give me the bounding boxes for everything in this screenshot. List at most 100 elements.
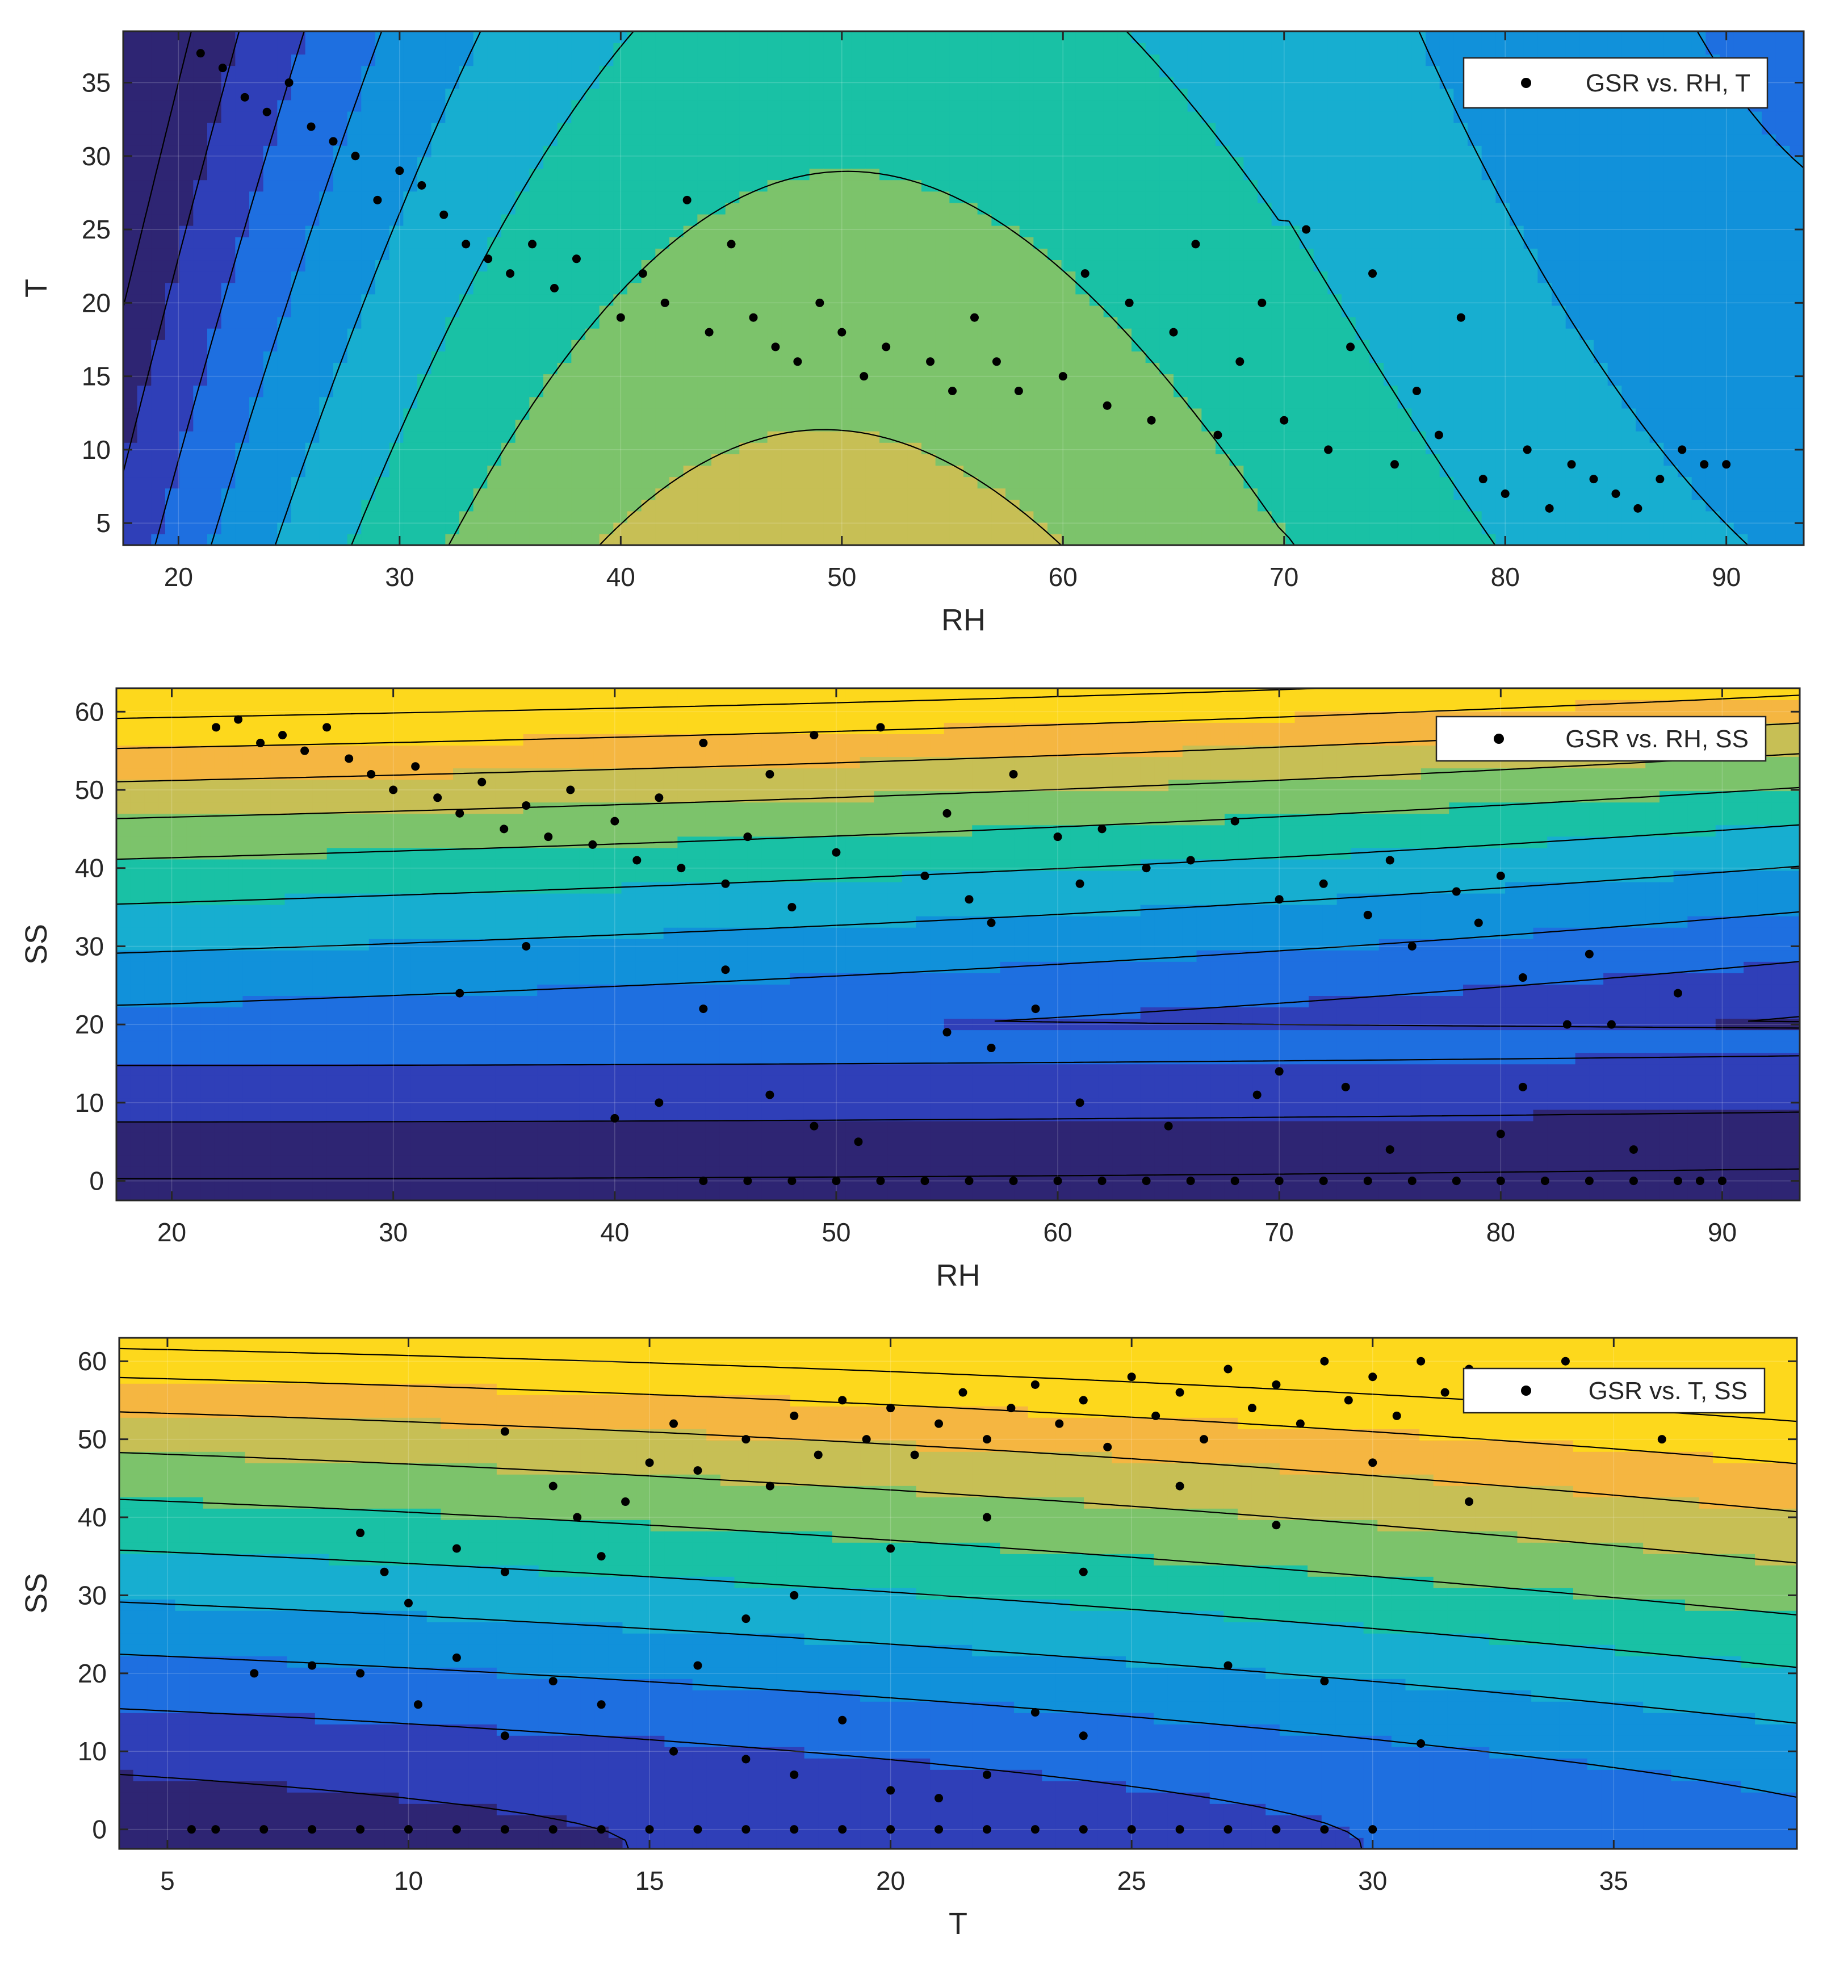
contour-cell — [1537, 294, 1552, 306]
contour-cell — [1426, 77, 1440, 89]
contour-cell — [739, 419, 754, 432]
contour-cell — [1033, 157, 1048, 169]
contour-cell — [865, 340, 880, 351]
contour-cell — [487, 476, 502, 489]
contour-cell — [1663, 533, 1678, 545]
contour-cell — [1369, 54, 1384, 66]
contour-cell — [837, 294, 852, 306]
contour-cell — [1103, 510, 1118, 523]
contour-cell — [963, 408, 978, 420]
contour-cell — [837, 465, 852, 478]
contour-cell — [221, 88, 236, 101]
contour-cell — [613, 88, 628, 101]
contour-cell — [1075, 237, 1090, 249]
contour-cell — [1216, 454, 1230, 466]
contour-cell — [837, 77, 852, 89]
contour-cell — [1537, 454, 1552, 466]
contour-cell — [837, 237, 852, 249]
contour-cell — [1481, 408, 1497, 420]
contour-cell — [571, 282, 586, 295]
contour-cell — [1342, 43, 1356, 55]
contour-cell — [151, 340, 166, 351]
contour-cell — [1607, 454, 1623, 466]
contour-cell — [977, 454, 992, 466]
contour-cell — [151, 260, 166, 272]
contour-cell — [1089, 260, 1104, 272]
contour-cell — [291, 99, 306, 112]
contour-cell — [473, 430, 488, 443]
contour-cell — [543, 396, 558, 409]
contour-cell — [249, 282, 264, 295]
contour-cell — [375, 202, 390, 215]
contour-cell — [1579, 385, 1594, 397]
contour-cell — [1145, 179, 1160, 192]
contour-cell — [879, 454, 894, 466]
contour-cell — [1216, 122, 1230, 135]
contour-cell — [1033, 465, 1048, 478]
contour-cell — [1061, 145, 1076, 158]
contour-cell — [1342, 374, 1356, 386]
contour-cell — [599, 499, 614, 512]
contour-cell — [921, 465, 936, 478]
contour-cell — [1342, 362, 1356, 375]
contour-cell — [1033, 385, 1048, 397]
contour-cell — [1636, 31, 1650, 43]
contour-cell — [1523, 476, 1539, 489]
contour-cell — [655, 533, 670, 545]
contour-cell — [1258, 260, 1272, 272]
contour-cell — [1187, 31, 1202, 43]
contour-cell — [781, 43, 796, 55]
contour-cell — [1426, 340, 1440, 351]
contour-cell — [823, 99, 838, 112]
contour-cell — [1663, 510, 1678, 523]
contour-cell — [1565, 396, 1581, 409]
contour-cell — [1216, 65, 1230, 78]
contour-cell — [1369, 179, 1384, 192]
contour-cell — [1439, 305, 1455, 317]
contour-cell — [235, 396, 250, 409]
contour-cell — [487, 282, 502, 295]
contour-cell — [1033, 351, 1048, 363]
contour-cell — [781, 134, 796, 146]
contour-cell — [683, 111, 698, 123]
contour-cell — [921, 499, 936, 512]
contour-cell — [1426, 396, 1440, 409]
contour-cell — [151, 225, 166, 237]
contour-cell — [1243, 442, 1258, 454]
contour-cell — [1075, 99, 1090, 112]
contour-cell — [1636, 191, 1650, 203]
contour-cell — [1453, 362, 1468, 375]
contour-cell — [991, 248, 1006, 261]
contour-cell — [1243, 476, 1258, 489]
contour-cell — [543, 157, 558, 169]
contour-cell — [277, 111, 292, 123]
contour-cell — [1201, 294, 1216, 306]
contour-cell — [753, 260, 768, 272]
contour-cell — [193, 65, 208, 78]
contour-cell — [445, 237, 460, 249]
contour-cell — [627, 442, 642, 454]
contour-cell — [879, 465, 894, 478]
contour-cell — [669, 385, 684, 397]
contour-cell — [1103, 77, 1118, 89]
contour-cell — [571, 202, 586, 215]
contour-cell — [235, 374, 250, 386]
contour-cell — [1663, 237, 1678, 249]
contour-cell — [305, 111, 320, 123]
contour-cell — [1089, 88, 1104, 101]
contour-cell — [1523, 385, 1539, 397]
contour-cell — [263, 54, 278, 66]
contour-cell — [403, 533, 418, 545]
contour-cell — [1649, 316, 1665, 329]
contour-cell — [123, 328, 138, 340]
contour-cell — [1132, 408, 1146, 420]
contour-cell — [655, 31, 670, 43]
contour-cell — [277, 465, 292, 478]
contour-cell — [655, 179, 670, 192]
contour-cell — [725, 522, 740, 534]
contour-cell — [501, 202, 516, 215]
contour-cell — [1285, 43, 1300, 55]
contour-cell — [1187, 430, 1202, 443]
contour-cell — [1565, 145, 1581, 158]
contour-cell — [1019, 408, 1034, 420]
